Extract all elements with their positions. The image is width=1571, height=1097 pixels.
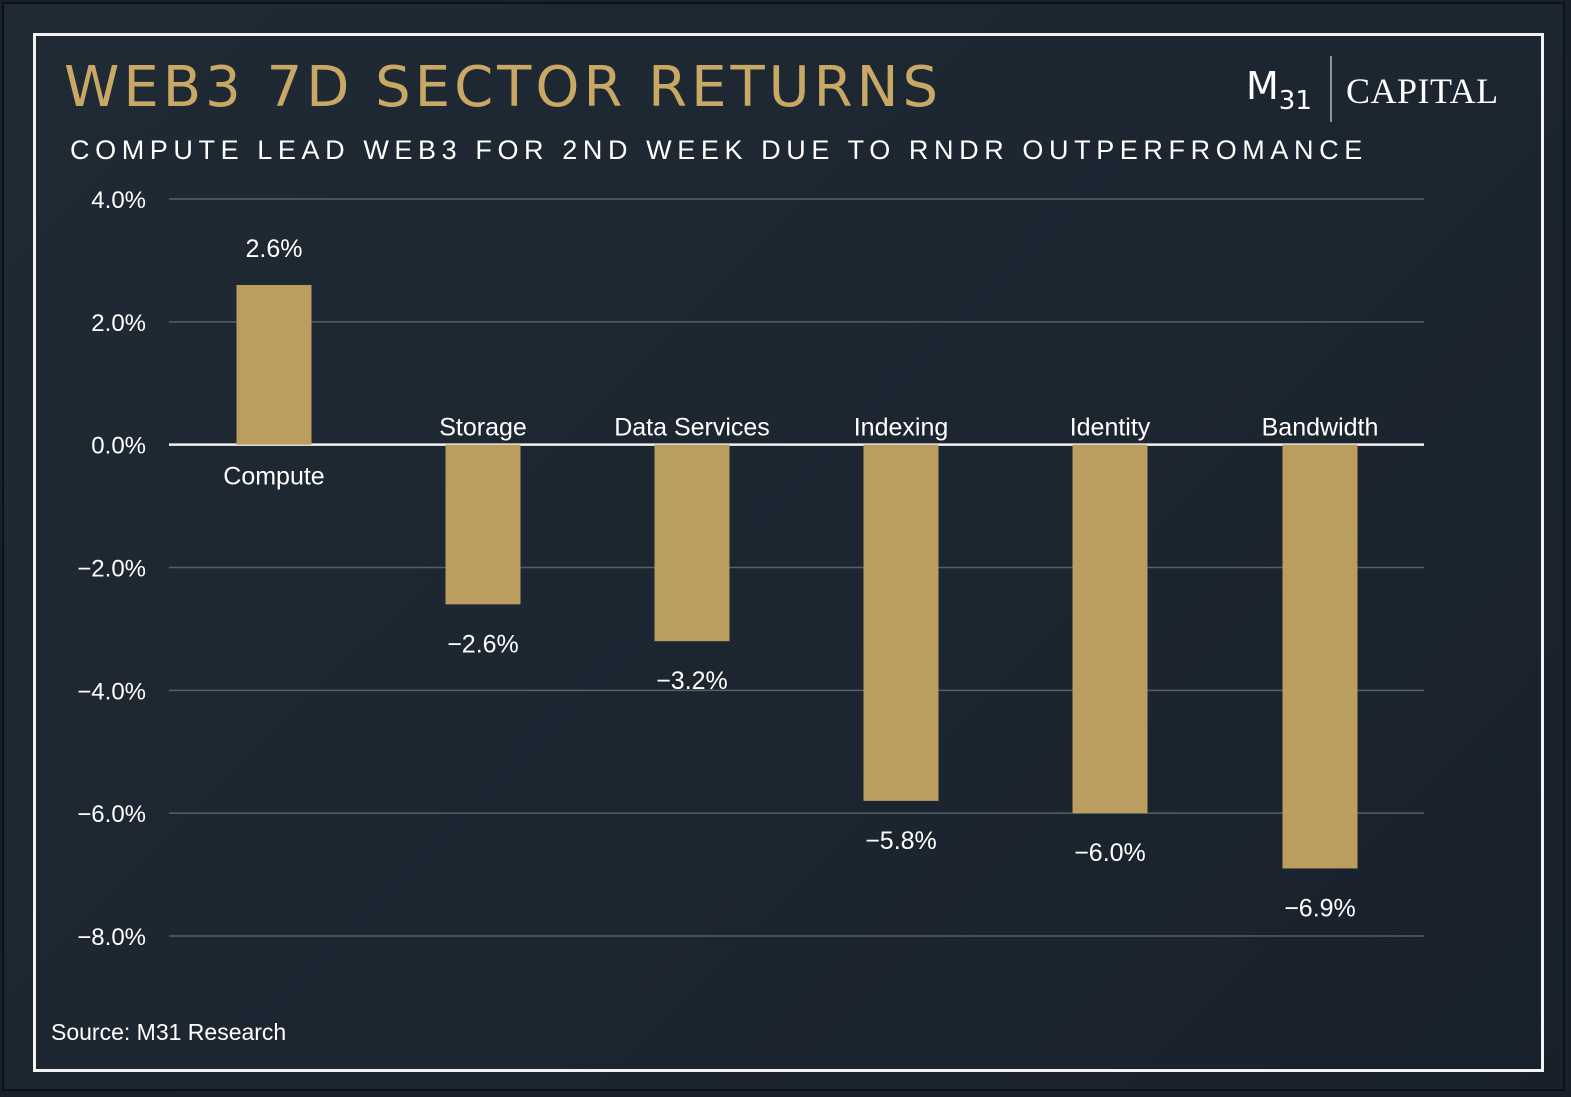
y-tick-label: 2.0% — [91, 310, 146, 337]
m31-capital-logo: M31 CAPITAL — [1246, 56, 1506, 122]
x-category-label: Indexing — [854, 414, 949, 442]
logo-divider — [1330, 56, 1332, 122]
data-label: −6.0% — [1074, 839, 1146, 867]
bar — [654, 444, 730, 642]
logo-mark-subscript: 31 — [1278, 86, 1312, 116]
x-category-label: Bandwidth — [1262, 414, 1379, 442]
x-category-label: Storage — [439, 414, 527, 442]
data-label: −5.8% — [865, 827, 937, 855]
data-label: −2.6% — [447, 630, 519, 658]
bar — [1282, 444, 1358, 869]
y-tick-label: 0.0% — [91, 433, 146, 460]
x-category-label: Data Services — [614, 414, 770, 442]
logo-mark-letter: M — [1246, 64, 1279, 108]
data-label: 2.6% — [246, 235, 303, 263]
bar — [445, 444, 521, 605]
y-tick-label: −4.0% — [77, 678, 146, 705]
logo-wordmark: CAPITAL — [1346, 71, 1499, 111]
bar — [236, 284, 312, 445]
y-tick-label: −8.0% — [77, 924, 146, 951]
source-note: Source: M31 Research — [51, 1019, 287, 1045]
data-label: −6.9% — [1284, 894, 1356, 922]
x-category-label: Compute — [223, 463, 324, 491]
chart-title: WEB3 7D SECTOR RETURNS — [64, 55, 943, 120]
y-tick-label: 4.0% — [91, 187, 146, 214]
bar — [1072, 444, 1148, 814]
chart-subtitle: COMPUTE LEAD WEB3 FOR 2ND WEEK DUE TO RN… — [70, 135, 1368, 165]
data-label: −3.2% — [656, 667, 728, 695]
y-tick-label: −2.0% — [77, 556, 146, 583]
x-category-label: Identity — [1070, 414, 1151, 442]
y-tick-label: −6.0% — [77, 801, 146, 828]
bar — [863, 444, 939, 801]
chart-border — [33, 33, 1544, 1072]
logo-mark: M31 — [1246, 64, 1312, 116]
